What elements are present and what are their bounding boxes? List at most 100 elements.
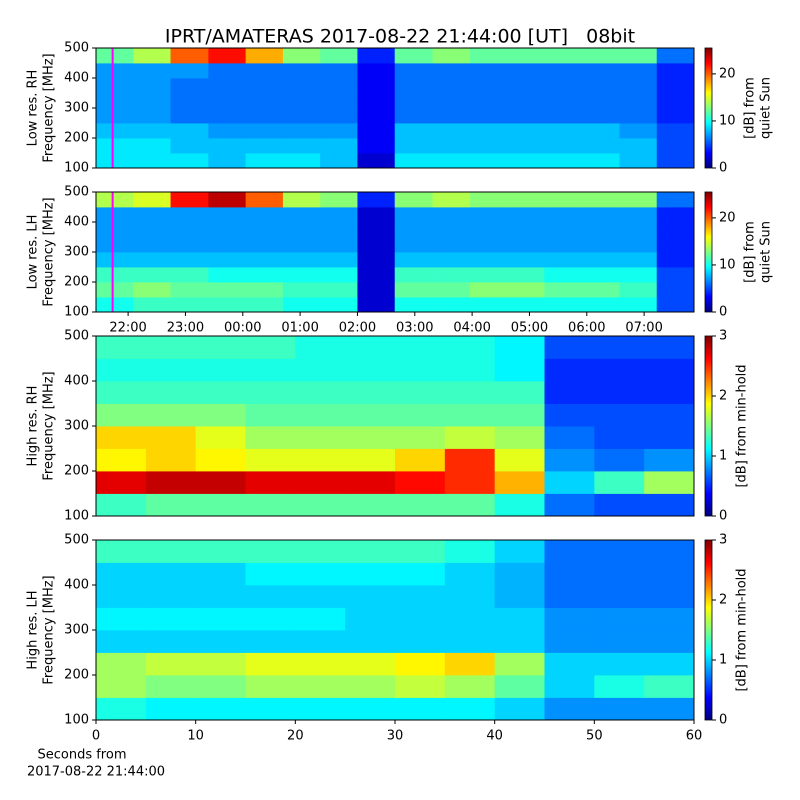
colorbar-tick-label: 2 — [719, 593, 727, 608]
heatmap-cell — [656, 123, 695, 139]
heatmap-cell — [619, 192, 658, 208]
heatmap-cell — [320, 138, 358, 154]
heatmap-cell — [432, 222, 471, 238]
colorbar-label: [dB] from — [743, 221, 758, 283]
heatmap-cell — [208, 48, 247, 64]
heatmap-cell — [133, 207, 171, 223]
heatmap-cell — [494, 540, 545, 563]
y-tick-label: 100 — [64, 713, 89, 728]
heatmap-cell — [282, 63, 321, 79]
heatmap-cell — [594, 540, 645, 563]
y-tick-label: 400 — [64, 71, 89, 86]
heatmap-cell — [96, 78, 134, 94]
y-tick-label: 500 — [64, 185, 89, 200]
heatmap-cell — [644, 697, 695, 721]
heatmap-cell — [282, 267, 321, 283]
heatmap-cell — [507, 153, 545, 169]
heatmap-cell — [494, 607, 545, 631]
heatmap-cell — [656, 267, 695, 283]
heatmap-cell — [345, 493, 396, 517]
heatmap-cell — [133, 48, 171, 64]
y-axis-label: Frequency [MHz] — [42, 575, 57, 684]
heatmap-cell — [295, 652, 346, 676]
heatmap-cell — [544, 448, 595, 472]
heatmap-cell — [594, 336, 645, 359]
heatmap-cell — [320, 63, 358, 79]
heatmap-cell — [357, 282, 396, 298]
colorbar-tick-label: 0 — [719, 161, 727, 176]
heatmap-cell — [544, 652, 595, 676]
x-tick-label: 00:00 — [224, 321, 261, 336]
heatmap-cell — [544, 471, 595, 494]
heatmap-cell — [432, 78, 471, 94]
heatmap-cell — [644, 448, 695, 472]
heatmap-cell — [582, 138, 620, 154]
heatmap-cell — [133, 267, 171, 283]
heatmap-cell — [644, 540, 695, 563]
y-tick-label: 100 — [64, 305, 89, 320]
heatmap-cell — [145, 358, 197, 382]
heatmap-cell — [619, 48, 658, 64]
heatmap-cell — [96, 222, 134, 238]
heatmap-cell — [145, 630, 197, 653]
heatmap-cell — [133, 252, 171, 268]
heatmap-cell — [320, 93, 358, 109]
heatmap-cell — [170, 48, 209, 64]
heatmap-cell — [619, 138, 658, 154]
heatmap-cell — [544, 93, 583, 109]
heatmap-cell — [245, 652, 296, 676]
x-tick-label: 05:00 — [511, 321, 548, 336]
heatmap-cell — [644, 358, 695, 382]
heatmap-cell — [96, 93, 134, 109]
heatmap-cell — [444, 652, 496, 676]
heatmap-cell — [544, 237, 583, 253]
x-tick-label: 40 — [486, 729, 503, 744]
heatmap-cell — [494, 336, 545, 359]
heatmap-cell — [644, 607, 695, 631]
chart-title: IPRT/AMATERAS 2017-08-22 21:44:00 [UT] 0… — [165, 26, 635, 48]
heatmap-cell — [507, 252, 545, 268]
heatmap-cell — [245, 607, 296, 631]
heatmap-cell — [96, 403, 147, 427]
heatmap-cell — [494, 448, 545, 472]
heatmap-cell — [345, 652, 396, 676]
heatmap-cell — [245, 222, 284, 238]
y-tick-label: 400 — [64, 374, 89, 389]
heatmap-cell — [544, 48, 583, 64]
heatmap-cell — [444, 540, 496, 563]
heatmap-cell — [444, 630, 496, 653]
heatmap-cell — [469, 207, 508, 223]
heatmap-cell — [96, 336, 147, 359]
heatmap-cell — [195, 471, 246, 494]
heatmap-cell — [145, 403, 197, 427]
x-axis-label: 2017-08-22 21:44:00 — [27, 765, 165, 780]
heatmap-cell — [96, 48, 134, 64]
heatmap-cell — [357, 222, 396, 238]
heatmap-cell — [133, 63, 171, 79]
heatmap-cell — [195, 675, 246, 698]
colorbar-tick-label: 1 — [719, 449, 727, 464]
heatmap-cell — [469, 48, 508, 64]
heatmap-cell — [594, 652, 645, 676]
heatmap-cell — [656, 222, 695, 238]
heatmap-cell — [96, 630, 147, 653]
heatmap-cell — [208, 252, 247, 268]
heatmap-cell — [133, 123, 171, 139]
heatmap-cell — [96, 471, 147, 494]
heatmap-cell — [96, 358, 147, 382]
heatmap-cell — [395, 358, 446, 382]
y-tick-label: 300 — [64, 101, 89, 116]
heatmap-cell — [170, 138, 209, 154]
heatmap-cell — [282, 207, 321, 223]
heatmap-cell — [394, 78, 433, 94]
heatmap-cell — [282, 78, 321, 94]
heatmap-cell — [320, 153, 358, 169]
heatmap-cell — [394, 63, 433, 79]
heatmap-cell — [245, 138, 284, 154]
heatmap-cell — [432, 138, 471, 154]
heatmap-cell — [245, 448, 296, 472]
heatmap-cell — [170, 153, 209, 169]
heatmap-cell — [295, 448, 346, 472]
heatmap-cell — [96, 562, 147, 586]
heatmap-cell — [357, 237, 396, 253]
